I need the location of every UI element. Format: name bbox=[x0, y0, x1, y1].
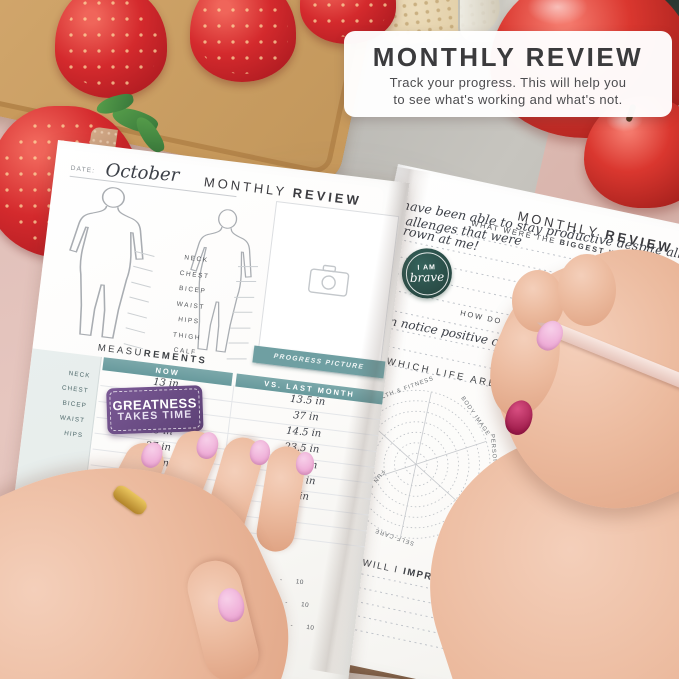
strawberry bbox=[190, 0, 296, 82]
body-figure-front bbox=[69, 187, 144, 339]
callout-subtitle-line1: Track your progress. This will help you bbox=[389, 74, 627, 90]
vs-value: 13.5 in bbox=[290, 393, 327, 408]
progress-picture-box: PROGRESS PICTURE bbox=[252, 201, 400, 379]
stamp-text-script: brave bbox=[409, 269, 445, 285]
camera-icon bbox=[307, 265, 350, 297]
body-label-waist: WAIST bbox=[153, 297, 229, 313]
body-diagram: NECK CHEST BICEP WAIST HIPS THIGH CALF bbox=[48, 179, 266, 362]
vs-value: 37 in bbox=[292, 410, 320, 424]
greatness-takes-time-badge: GREATNESS TAKES TIME bbox=[106, 385, 204, 435]
badge-text-line1: GREATNESS bbox=[112, 395, 198, 413]
stamp-text-top: I AM bbox=[417, 263, 437, 272]
body-label-bicep: BICEP bbox=[155, 282, 231, 298]
callout-card: MONTHLY REVIEW Track your progress. This… bbox=[344, 31, 672, 117]
body-label-chest: CHEST bbox=[156, 267, 232, 283]
body-label-hips: HIPS bbox=[151, 313, 227, 329]
date-handwritten-value: October bbox=[105, 160, 181, 187]
title-word-monthly: MONTHLY bbox=[203, 174, 288, 200]
body-part-labels: NECK CHEST BICEP WAIST HIPS THIGH CALF bbox=[147, 251, 235, 360]
body-figure-side bbox=[190, 209, 252, 353]
callout-subtitle-line2: to see what's working and what's not. bbox=[393, 91, 623, 107]
vs-value: 14.5 in bbox=[286, 425, 323, 440]
right-hand-knuckle bbox=[558, 254, 616, 326]
strawberry bbox=[55, 0, 167, 98]
planner-left-page: DATE: October MONTHLY REVIEW NECK CHE bbox=[0, 140, 410, 679]
callout-title: MONTHLY REVIEW bbox=[372, 41, 644, 72]
badge-text-line2: TAKES TIME bbox=[117, 408, 193, 424]
body-label-thigh: THIGH bbox=[149, 328, 225, 344]
date-label: DATE: bbox=[70, 164, 96, 175]
